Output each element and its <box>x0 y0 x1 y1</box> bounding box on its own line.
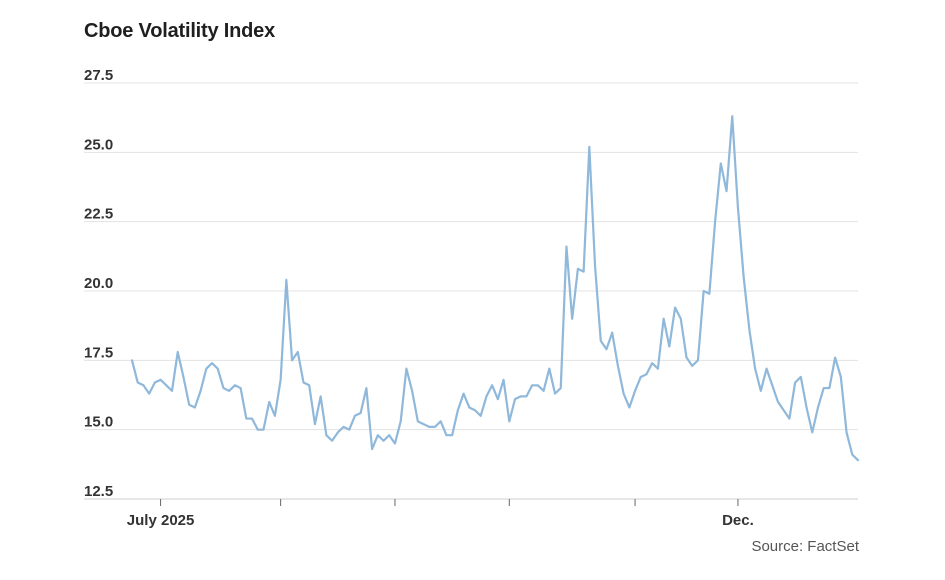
y-tick-label: 15.0 <box>84 414 113 431</box>
vix-series-line <box>130 115 860 462</box>
x-axis: July 2025 Dec. <box>127 499 754 529</box>
chart-title: Cboe Volatility Index <box>84 20 276 42</box>
y-tick-label: 20.0 <box>84 275 113 292</box>
grid-layer <box>84 82 858 500</box>
x-tick-label: July 2025 <box>127 512 195 529</box>
x-tick-label: Dec. <box>722 512 754 529</box>
y-tick-label: 22.5 <box>84 206 113 223</box>
y-tick-label: 17.5 <box>84 344 113 361</box>
source-note: Source: FactSet <box>751 538 859 555</box>
y-tick-label: 27.5 <box>84 67 113 84</box>
y-tick-label: 12.5 <box>84 483 113 500</box>
y-axis: 12.5 15.0 17.5 20.0 22.5 25.0 27.5 <box>84 67 113 500</box>
y-tick-label: 25.0 <box>84 136 113 153</box>
